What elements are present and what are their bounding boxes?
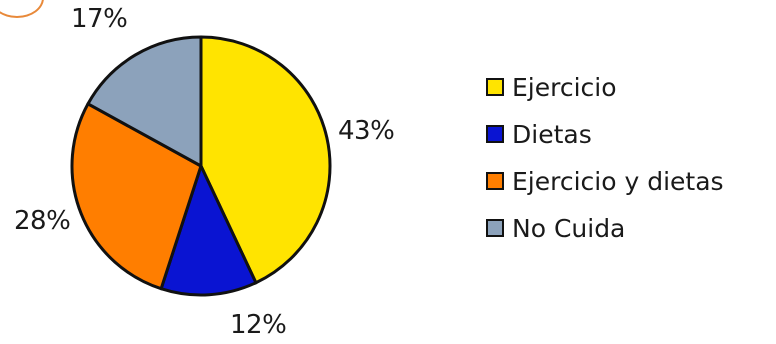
- legend-swatch-ejercicio-y-dietas: [486, 172, 504, 190]
- pie-slice-ejercicio-y-dietas: [70, 102, 203, 291]
- legend-label-dietas: Dietas: [512, 119, 592, 149]
- legend-item-no-cuida: No Cuida: [486, 211, 724, 245]
- pie-slice-ejercicio: [199, 35, 332, 285]
- slice-label-ejercicio: 43%: [338, 116, 395, 146]
- legend-swatch-dietas: [486, 125, 504, 143]
- pie-slice-no-cuida: [86, 35, 203, 168]
- legend-label-ejercicio-y-dietas: Ejercicio y dietas: [512, 166, 724, 196]
- legend-label-ejercicio: Ejercicio: [512, 72, 617, 102]
- legend-item-ejercicio-y-dietas: Ejercicio y dietas: [486, 164, 724, 198]
- pie-slice-dietas: [159, 164, 258, 297]
- slice-label-dietas: 12%: [230, 310, 287, 340]
- slice-label-ejercicio-y-dietas: 28%: [14, 206, 71, 236]
- legend-item-dietas: Dietas: [486, 117, 724, 151]
- legend-swatch-ejercicio: [486, 78, 504, 96]
- legend-swatch-no-cuida: [486, 219, 504, 237]
- legend-label-no-cuida: No Cuida: [512, 213, 626, 243]
- legend: Ejercicio Dietas Ejercicio y dietas No C…: [486, 70, 724, 245]
- slice-label-no-cuida: 17%: [71, 4, 128, 34]
- legend-item-ejercicio: Ejercicio: [486, 70, 724, 104]
